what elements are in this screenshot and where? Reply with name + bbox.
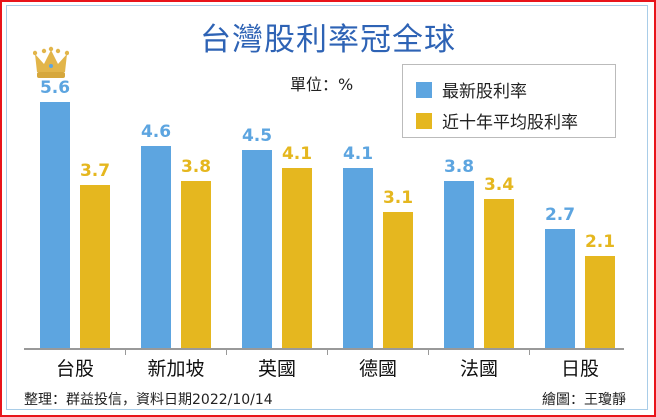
bar-average [484,199,514,348]
axis-tick [125,348,126,355]
bar-latest [141,146,171,348]
data-label: 4.1 [342,144,374,164]
bar-average [282,168,312,348]
data-label: 3.4 [483,175,515,195]
legend-item-latest: 最新股利率 [416,77,527,102]
legend-label: 最新股利率 [442,82,527,102]
category-label: 法國 [459,358,498,380]
axis-tick [428,348,429,355]
legend-item-average: 近十年平均股利率 [416,108,578,133]
data-label: 4.5 [241,126,273,146]
data-label: 3.1 [382,188,414,208]
axis-tick [327,348,328,355]
axis-tick [529,348,530,355]
data-label: 3.8 [180,157,212,177]
bar-latest [40,102,70,348]
x-axis [24,348,624,350]
category-label: 英國 [257,358,296,380]
axis-tick [226,348,227,355]
data-label: 2.7 [544,205,576,225]
bar-latest [545,229,575,348]
bar-average [383,212,413,348]
data-label: 4.6 [140,122,172,142]
data-label: 4.1 [281,144,313,164]
legend-swatch-blue [416,81,432,98]
data-label: 2.1 [584,232,616,252]
credit-note: 繪圖：王瓊靜 [542,392,626,408]
legend-swatch-gold [416,112,432,129]
chart-panel [6,5,648,410]
bar-average [585,256,615,348]
unit-label: 單位：% [290,75,354,94]
data-label: 3.7 [79,161,111,181]
data-label: 3.8 [443,157,475,177]
legend-label: 近十年平均股利率 [442,113,578,133]
category-label: 台股 [55,358,94,380]
bar-latest [343,168,373,348]
crown-icon [33,46,69,78]
category-label: 日股 [560,358,599,380]
source-note: 整理：群益投信，資料日期2022/10/14 [24,392,273,408]
category-label: 德國 [358,358,397,380]
chart-title: 台灣股利率冠全球 [200,22,456,58]
bar-average [181,181,211,348]
category-label: 新加坡 [147,358,205,380]
bar-latest [444,181,474,348]
bar-latest [242,150,272,348]
bar-average [80,185,110,348]
legend: 最新股利率 近十年平均股利率 [402,64,616,138]
data-label: 5.6 [39,78,71,98]
